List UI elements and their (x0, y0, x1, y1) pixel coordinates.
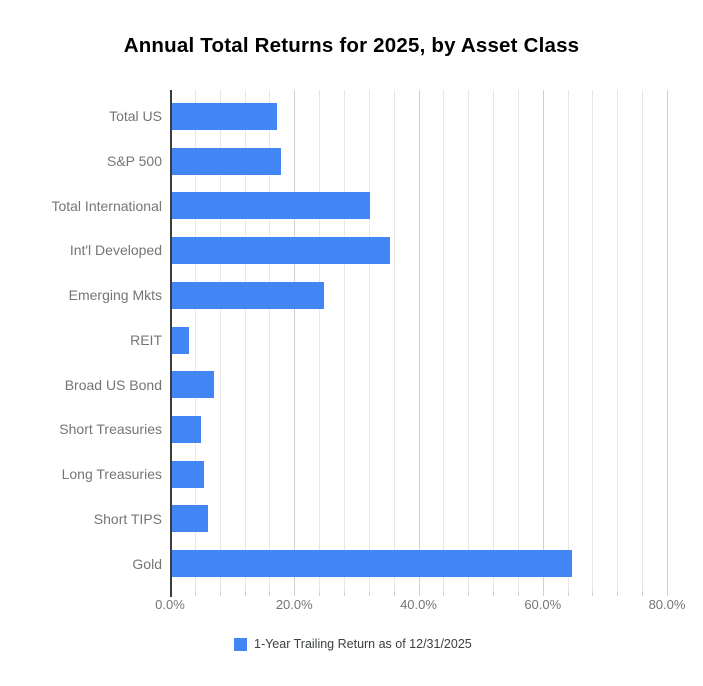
category-label-text: S&P 500 (106, 152, 162, 169)
bar-total-international (171, 192, 370, 220)
category-label-text: Gold (132, 555, 162, 572)
axis-tick-mark (394, 591, 395, 596)
minor-gridline (245, 90, 246, 591)
category-label-text: Total International (51, 197, 162, 214)
axis-tick-mark (518, 591, 519, 596)
minor-gridline (394, 90, 395, 591)
axis-tick-mark (568, 591, 569, 596)
minor-gridline (568, 90, 569, 591)
axis-tick-mark (443, 591, 444, 596)
major-gridline (667, 90, 668, 591)
axis-tick-mark (493, 591, 494, 596)
major-gridline (543, 90, 544, 591)
axis-tick-mark (245, 591, 246, 596)
category-label-text: Broad US Bond (64, 376, 162, 393)
axis-tick-mark (419, 591, 420, 596)
minor-gridline (220, 90, 221, 591)
category-label-text: Total US (109, 108, 162, 125)
minor-gridline (319, 90, 320, 591)
legend: 1-Year Trailing Return as of 12/31/2025 (234, 637, 472, 651)
minor-gridline (493, 90, 494, 591)
axis-tick-mark (543, 591, 544, 596)
x-tick-label: 80.0% (648, 597, 686, 612)
minor-gridline (369, 90, 370, 591)
axis-tick-mark (319, 591, 320, 596)
minor-gridline (344, 90, 345, 591)
category-label: Emerging Mkts (22, 273, 162, 318)
bar-total-us (171, 102, 277, 130)
axis-tick-mark (269, 591, 270, 596)
plot-area (170, 90, 672, 597)
bar-s-p-500 (171, 147, 281, 175)
bar-short-tips (171, 505, 208, 533)
category-label: Long Treasuries (22, 452, 162, 497)
minor-gridline (617, 90, 618, 591)
category-axis-labels: Total US S&P 500 Total International Int'l … (22, 94, 162, 586)
y-axis-baseline (170, 90, 172, 597)
axis-tick-mark (642, 591, 643, 596)
bar-broad-us-bond (171, 371, 215, 399)
category-label-text: Long Treasuries (61, 466, 162, 483)
minor-gridline (443, 90, 444, 591)
bar-int-l-developed (171, 237, 391, 265)
bar-short-treasuries (171, 415, 201, 443)
category-label-text: Int'l Developed (69, 242, 162, 259)
minor-gridline (269, 90, 270, 591)
minor-gridline (592, 90, 593, 591)
axis-tick-mark (468, 591, 469, 596)
chart-title: Annual Total Returns for 2025, by Asset … (123, 34, 580, 57)
axis-tick-mark (667, 591, 668, 596)
bar-band (170, 94, 672, 586)
category-label: Short Treasuries (22, 407, 162, 452)
category-label: Short TIPS (22, 497, 162, 542)
axis-tick-mark (617, 591, 618, 596)
category-label: Int'l Developed (22, 228, 162, 273)
x-tick-label: 60.0% (524, 597, 562, 612)
category-label-text: Short TIPS (93, 510, 162, 527)
bar-emerging-mkts (171, 281, 325, 309)
axis-tick-mark (344, 591, 345, 596)
bar-reit (171, 326, 190, 354)
x-tick-label: 20.0% (275, 597, 313, 612)
category-label-text: Short Treasuries (59, 421, 162, 438)
minor-gridline (468, 90, 469, 591)
value-axis-labels: 0.0% 20.0% 40.0% 60.0% 80.0% (155, 597, 685, 615)
category-label: Gold (22, 541, 162, 586)
x-tick-label: 40.0% (400, 597, 437, 612)
axis-tick-mark (220, 591, 221, 596)
minor-gridline (195, 90, 196, 591)
bar-gold (171, 550, 572, 578)
bar-long-treasuries (171, 460, 204, 488)
axis-tick-mark (369, 591, 370, 596)
minor-gridline (642, 90, 643, 591)
category-label: REIT (22, 318, 162, 363)
minor-gridline (518, 90, 519, 591)
category-label: Total International (22, 183, 162, 228)
category-label: Broad US Bond (22, 362, 162, 407)
category-label: S&P 500 (22, 139, 162, 184)
x-tick-label: 0.0% (155, 597, 185, 612)
category-label-text: REIT (130, 331, 162, 348)
axis-tick-mark (592, 591, 593, 596)
major-gridline (294, 90, 295, 591)
axis-tick-mark (195, 591, 196, 596)
major-gridline (419, 90, 420, 591)
category-label: Total US (22, 94, 162, 139)
category-label-text: Emerging Mkts (68, 287, 162, 304)
legend-label: 1-Year Trailing Return as of 12/31/2025 (254, 637, 472, 651)
axis-tick-mark (294, 591, 295, 596)
legend-swatch-icon (234, 637, 247, 651)
